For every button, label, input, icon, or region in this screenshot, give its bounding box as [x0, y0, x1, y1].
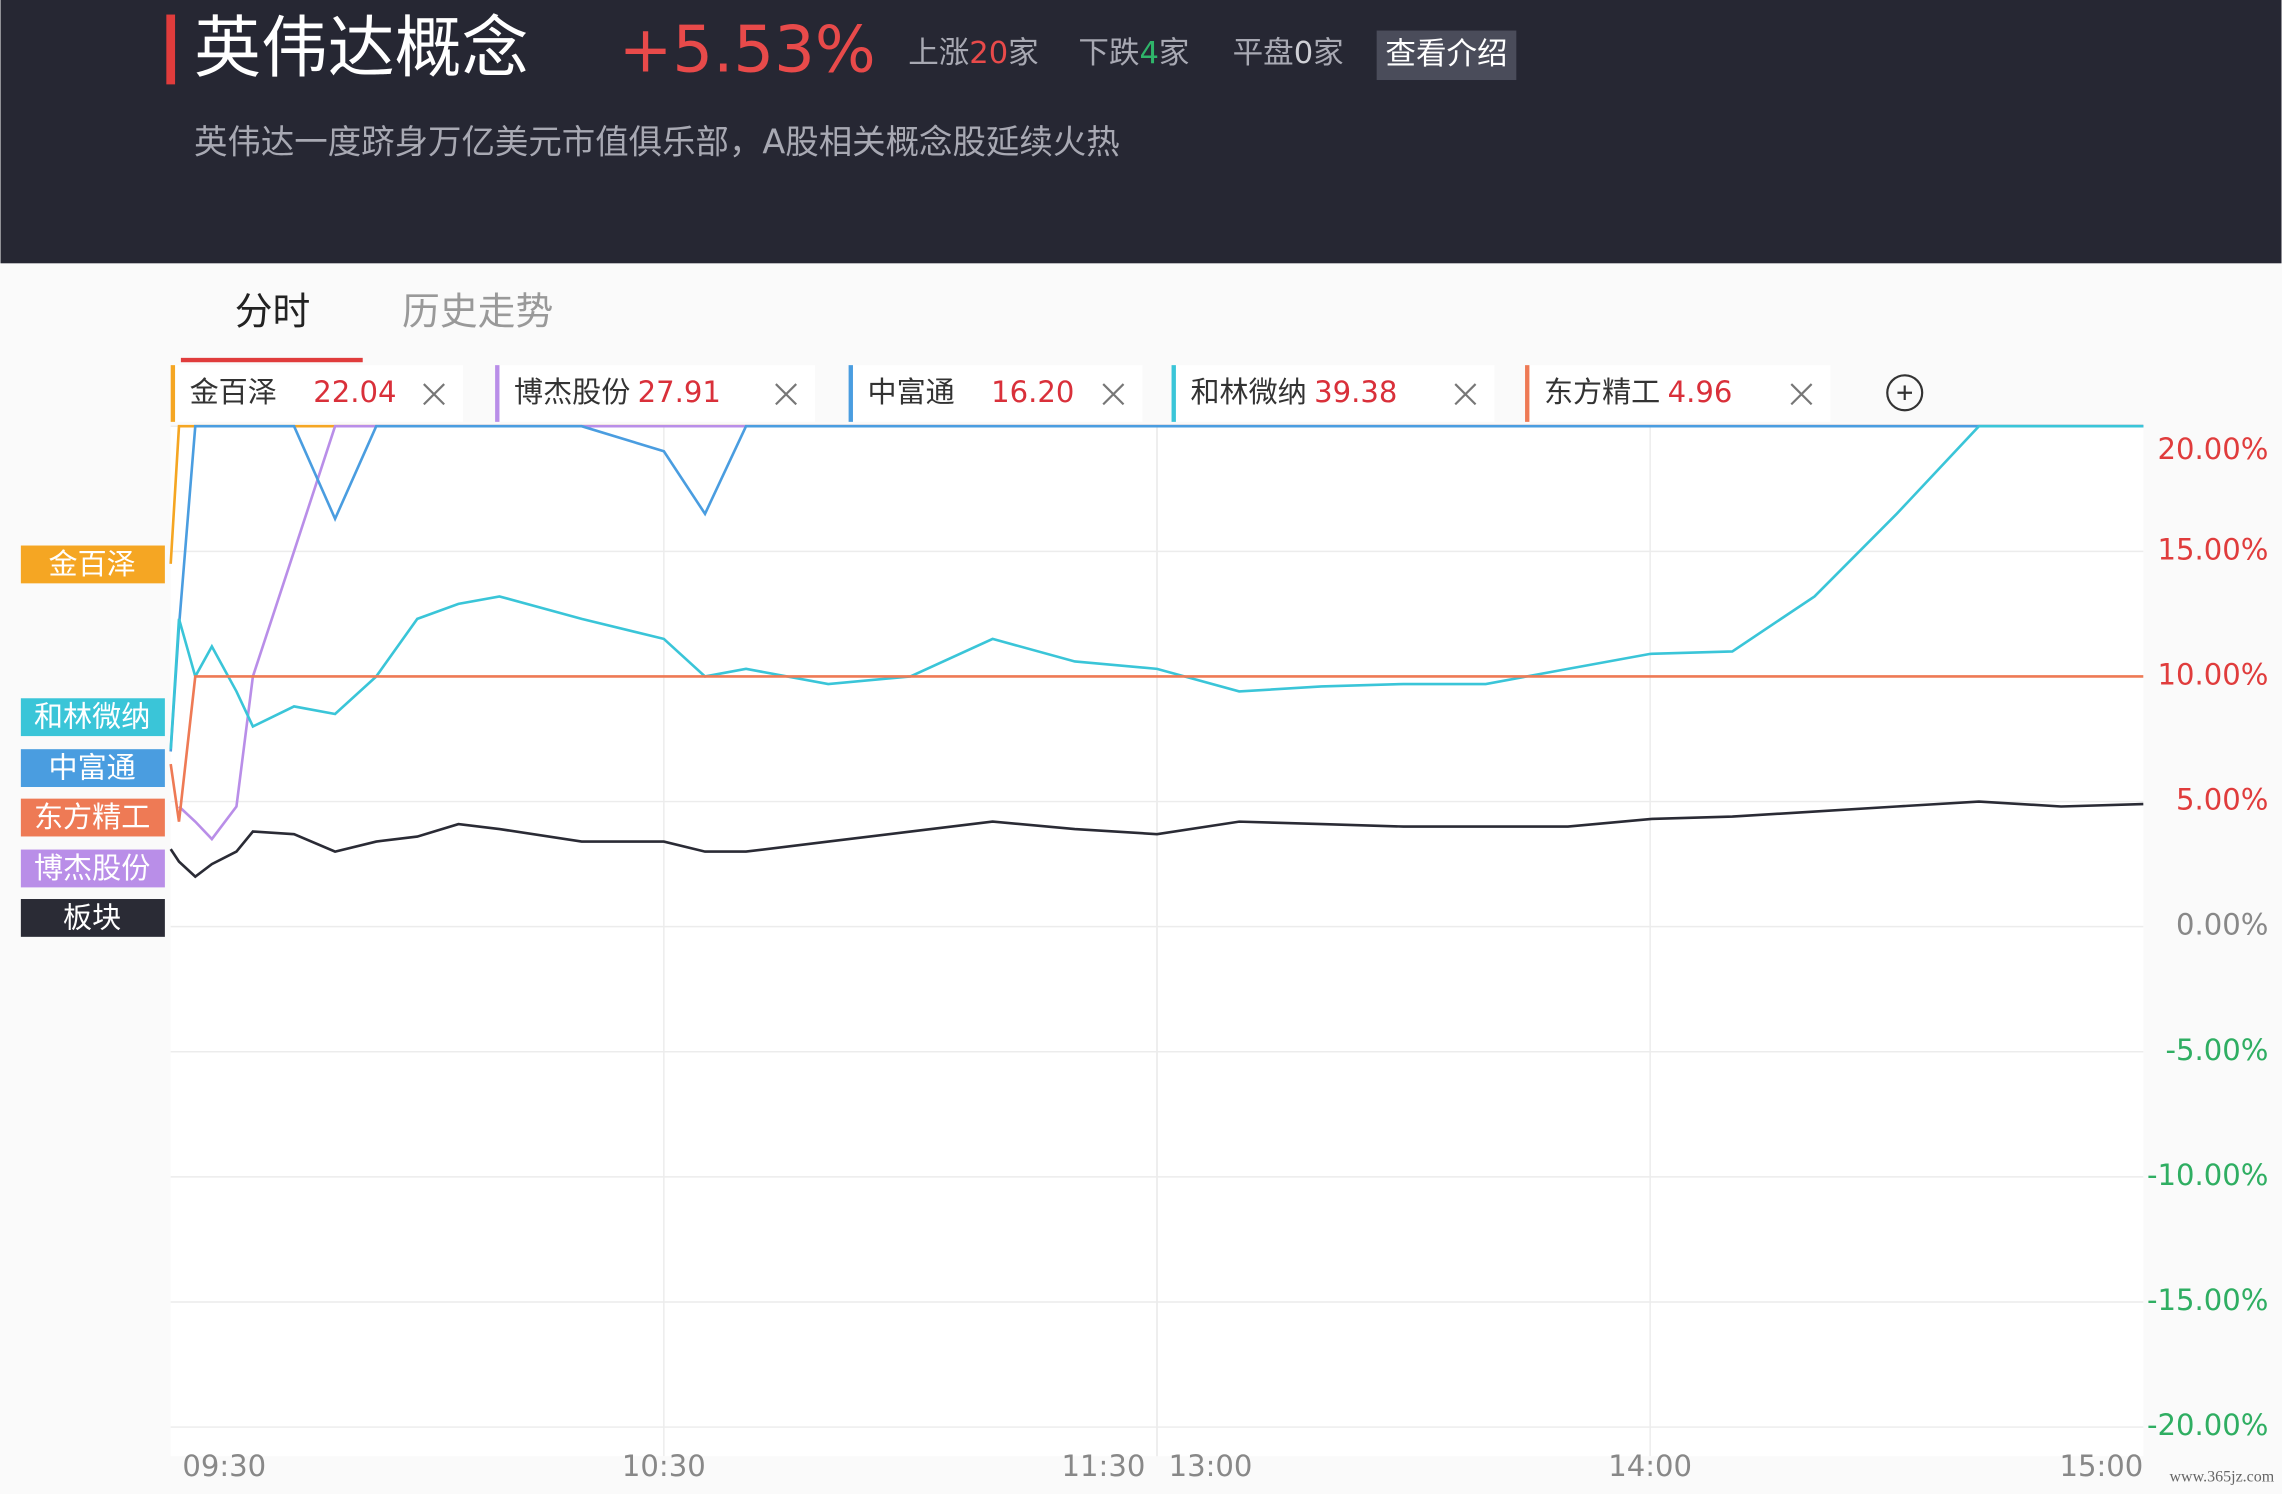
x-tick-label: 09:30 — [182, 1449, 266, 1483]
x-tick-label: 13:00 — [1169, 1449, 1253, 1483]
remove-stock[interactable] — [1790, 383, 1813, 406]
y-tick-label: -15.00% — [2147, 1283, 2268, 1317]
stock-tab[interactable] — [495, 365, 816, 422]
stock-price: 4.96 — [1668, 375, 1733, 409]
stock-tab[interactable] — [170, 365, 464, 422]
tab[interactable]: 分时 — [235, 290, 311, 334]
remove-stock[interactable] — [775, 383, 798, 406]
intro-button-label[interactable]: 查看介绍 — [1385, 37, 1507, 72]
change: +5.53% — [619, 13, 876, 87]
y-tick-label: -20.00% — [2147, 1408, 2268, 1442]
stat-label: 平盘 — [1233, 35, 1294, 70]
stock-name: 金百泽 — [190, 375, 277, 409]
x-tick-label: 15:00 — [2059, 1449, 2143, 1483]
y-tick-label: 10.00% — [2158, 657, 2269, 691]
stock-price: 39.38 — [1314, 375, 1397, 409]
add-stock[interactable] — [1886, 374, 1924, 412]
y-tick-label: 20.00% — [2158, 432, 2269, 466]
legend-badge — [20, 798, 165, 837]
stock-tab-accent — [495, 365, 500, 422]
stat: 下跌4家 — [1078, 35, 1189, 70]
series-line — [169, 424, 2144, 750]
stock-name: 东方精工 — [1544, 375, 1660, 409]
stock-tab[interactable] — [1171, 365, 1495, 422]
legend-label: 和林微纳 — [34, 700, 150, 734]
series-line — [169, 424, 2144, 752]
legend-badge — [20, 545, 165, 584]
legend-badge — [20, 849, 165, 888]
legend-label: 板块 — [63, 900, 121, 934]
tab[interactable]: 历史走势 — [402, 290, 553, 334]
stock-tab-accent — [848, 365, 853, 422]
stat: 平盘0家 — [1233, 35, 1344, 70]
stat-count: 4 — [1140, 35, 1159, 70]
remove-stock[interactable] — [1102, 383, 1125, 406]
stock-price: 27.91 — [638, 375, 721, 409]
stock-price: 16.20 — [991, 375, 1074, 409]
remove-stock[interactable] — [423, 383, 445, 406]
header-bg — [0, 0, 2282, 264]
series-line — [169, 675, 2144, 822]
y-tick-label: 5.00% — [2176, 783, 2268, 817]
x-tick-label: 14:00 — [1608, 1449, 1692, 1483]
stock-name: 博杰股份 — [514, 375, 630, 409]
y-tick-label: -10.00% — [2147, 1158, 2268, 1192]
stock-price: 22.04 — [313, 375, 396, 409]
legend-badge — [20, 899, 165, 937]
title-accent — [166, 14, 176, 85]
stock-tab-accent — [1525, 365, 1530, 422]
y-tick-label: 0.00% — [2176, 908, 2268, 942]
y-tick-label: -5.00% — [2166, 1033, 2269, 1067]
stat-unit: 家 — [1159, 35, 1190, 70]
stat-count: 20 — [969, 35, 1008, 70]
stat-unit: 家 — [1313, 35, 1344, 70]
watermark: www.365jz.com — [2170, 1469, 2275, 1486]
legend-label: 博杰股份 — [34, 851, 150, 885]
intro-button[interactable] — [1376, 30, 1517, 81]
remove-stock[interactable] — [1454, 383, 1477, 406]
legend-label: 东方精工 — [34, 800, 150, 834]
series-line — [169, 800, 2144, 879]
stat-label: 下跌 — [1078, 35, 1139, 70]
legend-label: 金百泽 — [49, 547, 136, 581]
legend-badge — [20, 698, 165, 737]
x-tick-label: 11:30 — [1062, 1449, 1146, 1483]
stat: 上涨20家 — [908, 35, 1038, 70]
x-tick-label: 10:30 — [622, 1449, 706, 1483]
stock-name: 和林微纳 — [1190, 375, 1306, 409]
stat-unit: 家 — [1008, 35, 1039, 70]
title: 英伟达概念 — [194, 9, 529, 87]
stock-name: 中富通 — [868, 375, 955, 409]
subtitle: 英伟达一度跻身万亿美元市值俱乐部，A股相关概念股延续火热 — [194, 123, 1120, 162]
add-icon — [1897, 385, 1913, 401]
stock-tab[interactable] — [1525, 365, 1831, 422]
stock-tab-accent — [170, 365, 176, 422]
stat-count: 0 — [1294, 35, 1313, 70]
stock-tab-accent — [1171, 365, 1176, 422]
stat-label: 上涨 — [908, 35, 969, 70]
legend-badge — [20, 749, 165, 788]
tab-underline — [180, 357, 363, 363]
y-tick-label: 15.00% — [2158, 532, 2269, 566]
legend-label: 中富通 — [49, 751, 136, 785]
stock-tab[interactable] — [848, 365, 1143, 422]
